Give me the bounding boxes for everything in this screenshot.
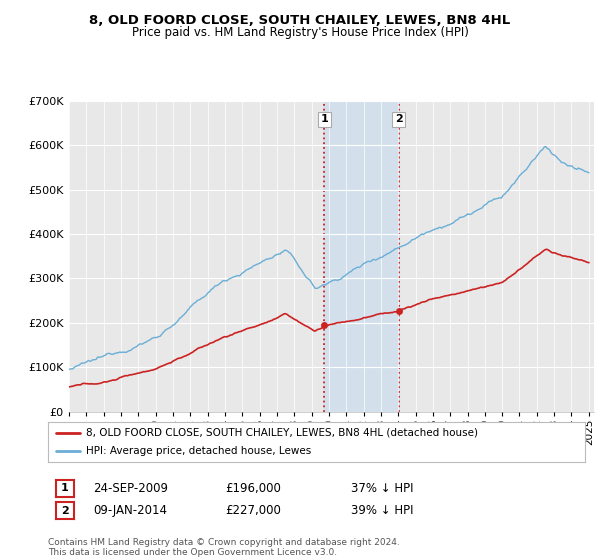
Text: HPI: Average price, detached house, Lewes: HPI: Average price, detached house, Lewe… xyxy=(86,446,311,456)
Text: 1: 1 xyxy=(320,114,328,124)
Text: Contains HM Land Registry data © Crown copyright and database right 2024.
This d: Contains HM Land Registry data © Crown c… xyxy=(48,538,400,557)
Bar xyxy=(324,101,399,412)
Text: 8, OLD FOORD CLOSE, SOUTH CHAILEY, LEWES, BN8 4HL (detached house): 8, OLD FOORD CLOSE, SOUTH CHAILEY, LEWES… xyxy=(86,428,478,437)
Text: 2: 2 xyxy=(61,506,68,516)
Text: 39% ↓ HPI: 39% ↓ HPI xyxy=(351,504,413,517)
Text: Price paid vs. HM Land Registry's House Price Index (HPI): Price paid vs. HM Land Registry's House … xyxy=(131,26,469,39)
Text: £196,000: £196,000 xyxy=(225,482,281,495)
Text: 2: 2 xyxy=(395,114,403,124)
Text: 09-JAN-2014: 09-JAN-2014 xyxy=(93,504,167,517)
Text: 24-SEP-2009: 24-SEP-2009 xyxy=(93,482,168,495)
Text: 8, OLD FOORD CLOSE, SOUTH CHAILEY, LEWES, BN8 4HL: 8, OLD FOORD CLOSE, SOUTH CHAILEY, LEWES… xyxy=(89,14,511,27)
Text: 37% ↓ HPI: 37% ↓ HPI xyxy=(351,482,413,495)
Text: £227,000: £227,000 xyxy=(225,504,281,517)
Text: 1: 1 xyxy=(61,483,68,493)
